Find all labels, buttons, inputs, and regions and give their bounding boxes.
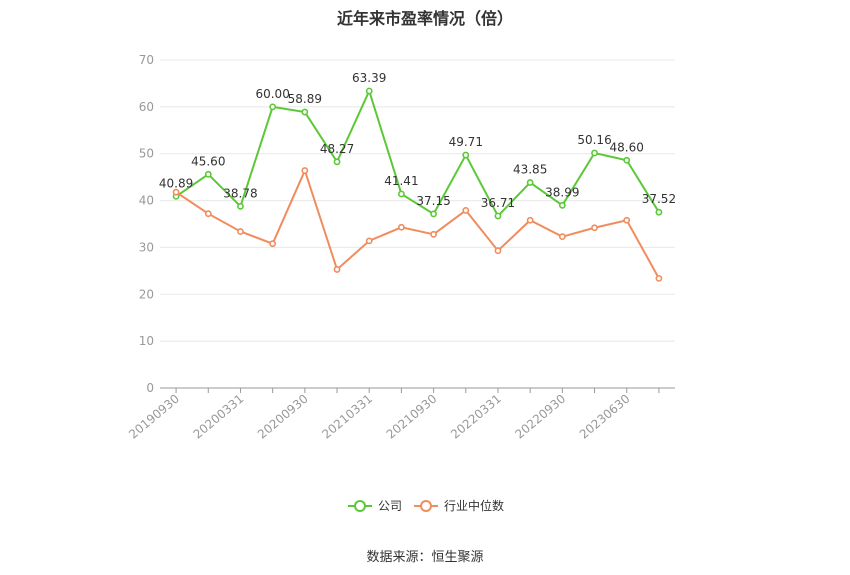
- y-tick-label: 40: [139, 194, 154, 208]
- data-label: 37.15: [416, 194, 450, 208]
- data-label: 48.27: [320, 142, 354, 156]
- legend-swatch-marker: [420, 500, 432, 512]
- x-tick-label: 20220930: [512, 392, 568, 442]
- data-point: [365, 237, 373, 245]
- data-point: [430, 210, 437, 218]
- data-label: 41.41: [384, 174, 418, 188]
- data-point: [462, 207, 470, 214]
- data-point: [301, 167, 309, 174]
- chart-title: 近年来市盈率情况（倍）: [336, 9, 513, 28]
- data-label: 50.16: [577, 133, 611, 147]
- data-point: [204, 210, 212, 218]
- data-point: [591, 224, 598, 232]
- data-point: [398, 223, 405, 231]
- data-point: [237, 228, 244, 235]
- data-point: [655, 274, 663, 282]
- y-tick-label: 70: [139, 53, 154, 67]
- legend-swatch-marker: [354, 500, 366, 512]
- x-tick-label: 20190930: [126, 392, 182, 442]
- data-label: 58.89: [288, 92, 322, 106]
- legend-label: 行业中位数: [444, 498, 504, 513]
- data-point: [269, 240, 277, 248]
- data-point: [430, 230, 437, 238]
- data-point: [398, 190, 405, 198]
- data-label: 38.99: [545, 185, 579, 199]
- data-source: 数据来源：恒生聚源: [366, 550, 484, 565]
- x-tick-label: 20210331: [319, 392, 375, 442]
- data-label: 36.71: [481, 196, 515, 210]
- data-point: [558, 201, 566, 209]
- data-label: 60.00: [255, 87, 289, 101]
- data-point: [526, 216, 534, 224]
- data-label: 48.60: [610, 140, 644, 154]
- data-point: [526, 179, 534, 186]
- x-tick-label: 20200930: [255, 392, 311, 442]
- data-label: 38.78: [223, 186, 257, 200]
- y-tick-label: 50: [139, 147, 154, 161]
- legend-label: 公司: [378, 499, 402, 513]
- x-tick-label: 20230630: [577, 392, 633, 442]
- data-point: [494, 212, 502, 220]
- x-tick-label: 20210930: [384, 392, 440, 442]
- data-label: 63.39: [352, 71, 386, 85]
- y-tick-label: 0: [146, 381, 154, 395]
- data-label: 45.60: [191, 154, 225, 168]
- data-label: 37.52: [642, 192, 676, 206]
- series-line: [175, 88, 660, 218]
- y-tick-label: 60: [139, 100, 154, 114]
- data-point: [333, 266, 341, 273]
- data-point: [494, 247, 502, 255]
- x-tick-label: 20200331: [191, 392, 247, 442]
- data-point: [558, 233, 566, 241]
- y-tick-label: 30: [139, 240, 154, 254]
- data-point: [591, 149, 598, 157]
- data-point: [623, 156, 631, 164]
- y-tick-label: 20: [139, 287, 154, 301]
- data-point: [655, 208, 663, 216]
- data-point: [333, 158, 341, 166]
- x-tick-label: 20220331: [448, 392, 504, 442]
- data-point: [462, 151, 470, 159]
- data-point: [301, 108, 309, 116]
- y-tick-label: 10: [139, 334, 154, 348]
- data-point: [237, 202, 244, 210]
- series-line: [175, 167, 660, 279]
- data-point: [365, 87, 373, 95]
- data-point: [269, 103, 277, 111]
- data-label: 40.89: [159, 176, 193, 190]
- data-point: [204, 170, 212, 178]
- data-label: 49.71: [449, 135, 483, 149]
- data-label: 43.85: [513, 163, 547, 177]
- data-point: [623, 216, 631, 224]
- data-point: [172, 188, 180, 196]
